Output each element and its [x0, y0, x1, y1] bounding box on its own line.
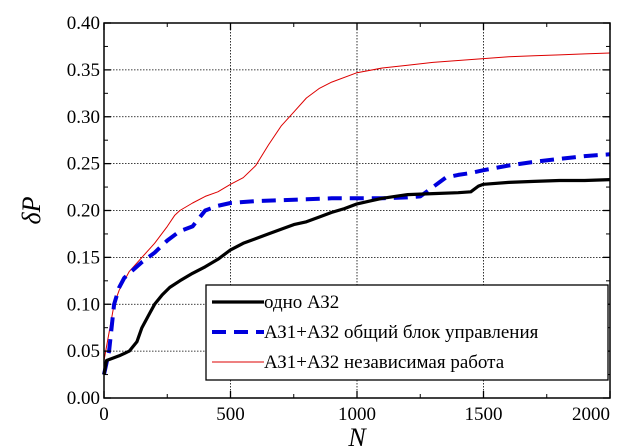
tick-labels: 0.00 0.05 0.10 0.15 0.20 0.25 0.30 0.35 0.40 0 500… — [67, 13, 610, 425]
axis-ticks — [103, 22, 611, 399]
y-tick-label: 0.25 — [67, 154, 100, 175]
plot-series — [102, 52, 611, 376]
x-tick-label: 0 — [99, 404, 109, 425]
y-tick-label: 0.10 — [67, 294, 100, 315]
x-tick-label: 1000 — [338, 404, 376, 425]
x-tick-label: 1500 — [465, 404, 503, 425]
y-axis-title: δP — [17, 196, 46, 224]
legend-label-odno-az2: одно АЗ2 — [264, 292, 339, 313]
legend-label-common-control: АЗ1+АЗ2 общий блок управления — [264, 322, 539, 343]
series-line-odno-az2 — [102, 178, 611, 375]
series-line-independent — [103, 52, 611, 361]
x-tick-label: 500 — [216, 404, 245, 425]
x-axis-title: N — [347, 423, 367, 448]
y-tick-label: 0.40 — [67, 13, 100, 34]
legend: одно АЗ2 АЗ1+АЗ2 общий блок управления А… — [205, 284, 609, 381]
x-tick-label: 2000 — [572, 404, 610, 425]
y-tick-label: 0.15 — [67, 247, 100, 268]
series-line-common-control — [102, 152, 611, 376]
y-tick-label: 0.05 — [67, 341, 100, 362]
y-tick-label: 0.35 — [67, 60, 100, 81]
y-tick-label: 0.30 — [67, 107, 100, 128]
y-tick-label: 0.00 — [67, 388, 100, 409]
y-tick-label: 0.20 — [67, 201, 100, 222]
legend-box — [205, 284, 609, 381]
legend-label-independent: АЗ1+АЗ2 независимая работа — [264, 352, 505, 373]
